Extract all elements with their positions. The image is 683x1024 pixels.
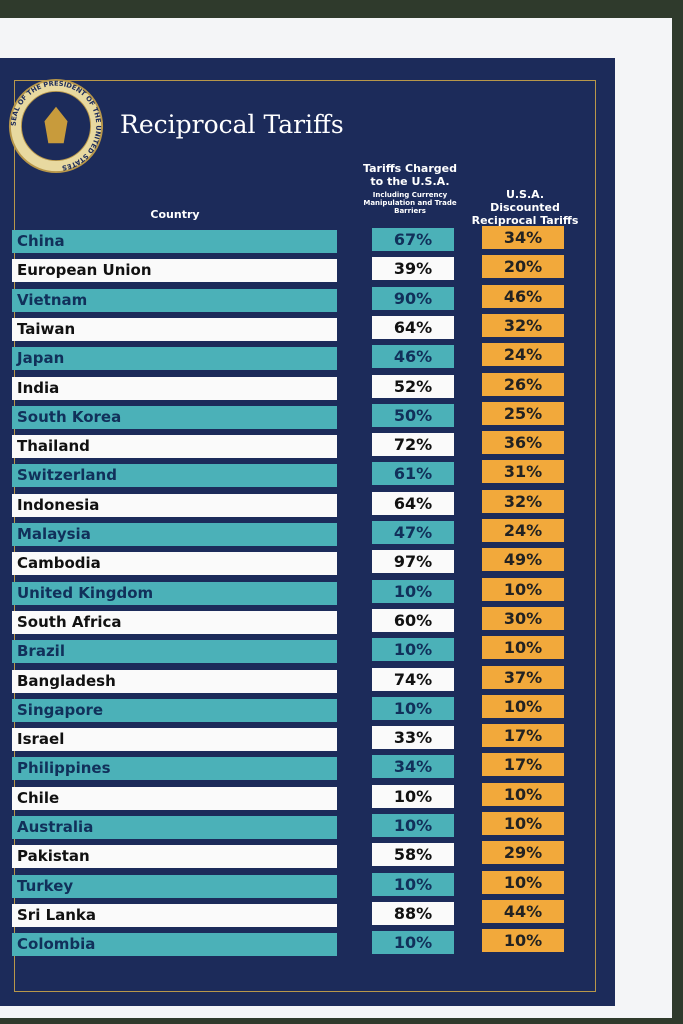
country: South Africa xyxy=(12,610,337,634)
tariff-charged: 50% xyxy=(372,403,454,427)
country: Philippines xyxy=(12,757,337,781)
country: Brazil xyxy=(12,640,337,664)
tariff-charged: 74% xyxy=(372,667,454,691)
header: Country xyxy=(150,208,200,221)
country: Turkey xyxy=(12,874,337,898)
tariff-discounted: 32% xyxy=(482,489,564,513)
tariff-charged: 90% xyxy=(372,286,454,310)
country: Cambodia xyxy=(12,552,337,576)
country: Colombia xyxy=(12,933,337,957)
paper: SEAL OF THE PRESIDENT OF THE UNITED STAT… xyxy=(0,18,672,1018)
country: Japan xyxy=(12,347,337,371)
tariff-charged: 33% xyxy=(372,726,454,750)
tariff-discounted: 17% xyxy=(482,724,564,748)
country: Vietnam xyxy=(12,288,337,312)
title: Reciprocal Tariffs xyxy=(120,110,344,139)
tariff-discounted: 24% xyxy=(482,519,564,542)
tariff-charged: 52% xyxy=(372,374,454,398)
tariff-charged: 97% xyxy=(372,550,454,574)
tariff-discounted: 31% xyxy=(482,460,564,484)
tariff-discounted: 34% xyxy=(482,226,564,249)
tariff-charged: 47% xyxy=(372,521,454,544)
country: United Kingdom xyxy=(12,581,337,605)
tariff-charged: 72% xyxy=(372,433,454,457)
tariff-discounted: 30% xyxy=(482,606,564,630)
country: Chile xyxy=(12,786,337,810)
tariff-discounted: 10% xyxy=(482,694,564,718)
tariff-discounted: 26% xyxy=(482,372,564,396)
country: Thailand xyxy=(12,435,337,459)
country: Taiwan xyxy=(12,317,337,341)
tariff-charged: 10% xyxy=(372,872,454,896)
tariff-charged: 34% xyxy=(372,755,454,779)
header-note: Including Currency Manipulation and Trad… xyxy=(363,191,457,215)
tariff-charged: 60% xyxy=(372,608,454,632)
country: China xyxy=(12,230,337,253)
tariff-charged: 46% xyxy=(372,345,454,369)
tariff-discounted: 49% xyxy=(482,548,564,572)
tariff-discounted: 24% xyxy=(482,343,564,367)
country: Australia xyxy=(12,816,337,839)
tariff-discounted: 10% xyxy=(482,929,564,953)
country: India xyxy=(12,376,337,400)
country: Bangladesh xyxy=(12,669,337,693)
country: Pakistan xyxy=(12,845,337,869)
tariff-charged: 39% xyxy=(372,257,454,281)
country: Malaysia xyxy=(12,523,337,546)
tariff-discounted: 10% xyxy=(482,870,564,894)
country: South Korea xyxy=(12,405,337,429)
tariff-charged: 61% xyxy=(372,462,454,486)
tariff-discounted: 46% xyxy=(482,284,564,308)
country: Singapore xyxy=(12,698,337,722)
tariff-discounted: 29% xyxy=(482,841,564,865)
country: Indonesia xyxy=(12,493,337,517)
tariff-discounted: 10% xyxy=(482,812,564,835)
tariff-discounted: 36% xyxy=(482,431,564,455)
tariff-discounted: 10% xyxy=(482,636,564,660)
tariff-discounted: 17% xyxy=(482,753,564,777)
tariff-discounted: 25% xyxy=(482,401,564,425)
country: Sri Lanka xyxy=(12,903,337,927)
tariff-charged: 64% xyxy=(372,491,454,515)
tariff-charged: 58% xyxy=(372,843,454,867)
tariff-charged: 10% xyxy=(372,814,454,837)
tariff-charged: 10% xyxy=(372,696,454,720)
tariff-charged: 67% xyxy=(372,228,454,251)
tariff-charged: 10% xyxy=(372,931,454,955)
country: European Union xyxy=(12,259,337,283)
country: Switzerland xyxy=(12,464,337,488)
tariff-discounted: 37% xyxy=(482,665,564,689)
tariff-charged: 64% xyxy=(372,315,454,339)
tariff-charged: 10% xyxy=(372,638,454,662)
country: Israel xyxy=(12,728,337,752)
tariff-charged: 88% xyxy=(372,901,454,925)
tariff-discounted: 10% xyxy=(482,782,564,806)
tariff-discounted: 44% xyxy=(482,899,564,923)
header: Tariffs Charged to the U.S.A. xyxy=(363,162,457,188)
tariff-discounted: 32% xyxy=(482,313,564,337)
seal: SEAL OF THE PRESIDENT OF THE UNITED STAT… xyxy=(8,78,104,174)
tariff-charged: 10% xyxy=(372,579,454,603)
tariff-discounted: 20% xyxy=(482,255,564,279)
tariff-charged: 10% xyxy=(372,784,454,808)
header: U.S.A. Discounted Reciprocal Tariffs xyxy=(471,188,579,227)
tariff-discounted: 10% xyxy=(482,577,564,601)
